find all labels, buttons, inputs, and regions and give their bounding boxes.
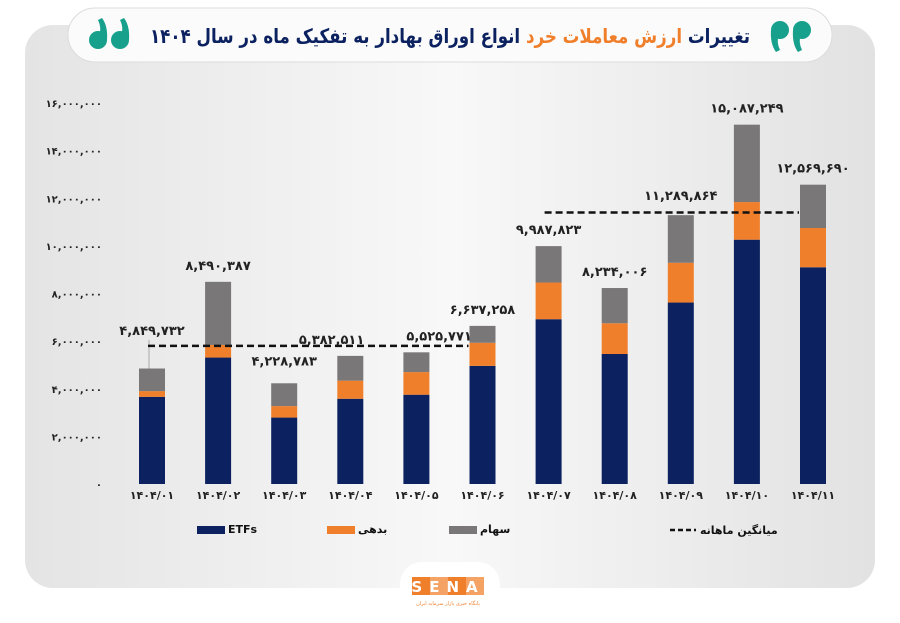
y-tick-label: ۲,۰۰۰,۰۰۰ [52,432,102,443]
legend-item-debt: بدهی [327,523,387,536]
bar-segment-debt [139,391,165,397]
legend-swatch-etfs [197,526,225,534]
y-tick-label: ۱۴,۰۰۰,۰۰۰ [46,147,102,158]
y-tick-label: ۴,۰۰۰,۰۰۰ [52,385,102,396]
total-value-label: ۸,۴۹۰,۳۸۷ [185,259,250,274]
bar-segment-debt [800,228,826,268]
legend-item-average: میانگین ماهانه [670,524,778,537]
x-tick-label: ۱۴۰۴/۱۱ [791,489,835,502]
x-tick-label: ۱۴۰۴/۰۸ [593,489,638,502]
x-tick-label: ۱۴۰۴/۰۳ [262,489,307,502]
y-tick-label: ۱۰,۰۰۰,۰۰۰ [46,242,102,253]
legend-swatch-debt [327,526,355,534]
bar-segment-stock [205,281,232,345]
plot-area: ۰ ۲,۰۰۰,۰۰۰ ۴,۰۰۰,۰۰۰ ۶,۰۰۰,۰۰۰ ۸,۰۰۰,۰۰۰ ۱۰,… [46,99,850,502]
bar-segment-stock [601,288,628,324]
legend-label-etfs: ETFs [228,523,258,536]
x-tick-label: ۱۴۰۴/۱۰ [725,489,769,502]
bar-segment-stock [469,325,496,343]
bar-segment-etfs [733,239,760,484]
total-value-label: ۸,۲۳۴,۰۰۶ [582,265,647,280]
bar-segment-etfs [800,267,826,484]
total-value-label: ۱۵,۰۸۷,۲۴۹ [710,102,783,117]
bar-segment-stock [139,368,165,392]
x-tick-label: ۱۴۰۴/۰۴ [328,489,373,502]
total-value-label: ۱۱,۲۸۹,۸۶۴ [644,189,717,204]
chart-title: تغییرات ارزش معاملات خرد انواع اوراق بها… [150,24,750,48]
bar-segment-debt [667,262,694,303]
bar-segment-etfs [337,398,364,484]
x-tick-label: ۱۴۰۴/۰۷ [526,489,571,502]
total-value-label: ۴,۸۴۹,۷۳۲ [119,324,184,339]
total-value-label: ۵,۳۸۲,۵۱۱ [299,333,364,348]
total-value-label: ۶,۶۳۷,۲۵۸ [450,303,515,318]
bar-segment-etfs [535,319,562,484]
quote-close-icon [89,18,130,49]
x-tick-label: ۱۴۰۴/۰۵ [394,489,439,502]
logo-text: SENA [411,578,484,596]
x-tick-label: ۱۴۰۴/۰۶ [460,489,504,502]
bar-segment-etfs [469,365,496,484]
legend-label-debt: بدهی [358,523,387,536]
total-value-label: ۹,۹۸۷,۸۲۳ [516,223,581,238]
bar-segment-stock [403,352,430,373]
title-part-2: ارزش معاملات خرد [526,24,682,48]
title-pill [67,7,833,63]
bar-segment-stock [667,215,694,263]
y-tick-label: ۸,۰۰۰,۰۰۰ [52,290,102,301]
legend-label-stock: سهام [480,523,510,536]
bar-segment-debt [403,372,430,395]
legend-item-stock: سهام [449,523,510,536]
bar-segment-debt [205,344,232,358]
x-tick-label: ۱۴۰۴/۰۲ [196,489,241,502]
bar-segment-etfs [601,353,628,484]
bar-segment-debt [733,202,760,240]
bar-segment-debt [469,342,496,366]
legend-label-average: میانگین ماهانه [700,524,778,537]
x-tick-label: ۱۴۰۴/۰۱ [130,489,174,502]
chart-card [25,25,875,588]
bar-segment-stock [337,355,364,381]
bar-segment-stock [733,124,760,203]
y-tick-label: ۶,۰۰۰,۰۰۰ [52,337,102,348]
total-value-label: ۴,۲۲۸,۷۸۳ [251,354,316,369]
total-value-label: ۱۲,۵۶۹,۶۹۰ [776,162,849,177]
bar-segment-etfs [139,396,165,484]
bar-segment-etfs [667,302,694,484]
bar-segment-etfs [205,357,232,484]
bar-segment-stock [535,246,562,283]
y-tick-label: ۰ [96,480,102,491]
bar-segment-debt [337,380,364,399]
bar-segment-debt [601,323,628,354]
logo-subtitle: پایگاه خبری بازار سرمایه ایران [416,600,480,607]
bar-segment-etfs [271,417,298,484]
bar-segment-stock [271,383,298,407]
title-part-1: تغییرات [682,24,750,48]
title-part-3: انواع اوراق بهادار به تفکیک ماه در سال ۱… [150,24,526,48]
quote-open-icon [770,21,811,52]
bar-segment-stock [800,184,826,229]
total-value-label: ۵,۵۲۵,۷۷۱ [406,329,471,344]
bar-segment-debt [271,406,298,418]
sena-logo: SENA پایگاه خبری بازار سرمایه ایران [400,562,500,623]
bar-segment-etfs [403,394,430,484]
x-tick-label: ۱۴۰۴/۰۹ [659,489,704,502]
legend: ETFs بدهی سهام میانگین ماهانه [197,523,778,537]
bar-segment-debt [535,282,562,320]
y-tick-label: ۱۲,۰۰۰,۰۰۰ [46,194,102,205]
y-tick-label: ۱۶,۰۰۰,۰۰۰ [46,99,102,110]
legend-item-etfs: ETFs [197,523,258,536]
legend-swatch-stock [449,526,477,534]
